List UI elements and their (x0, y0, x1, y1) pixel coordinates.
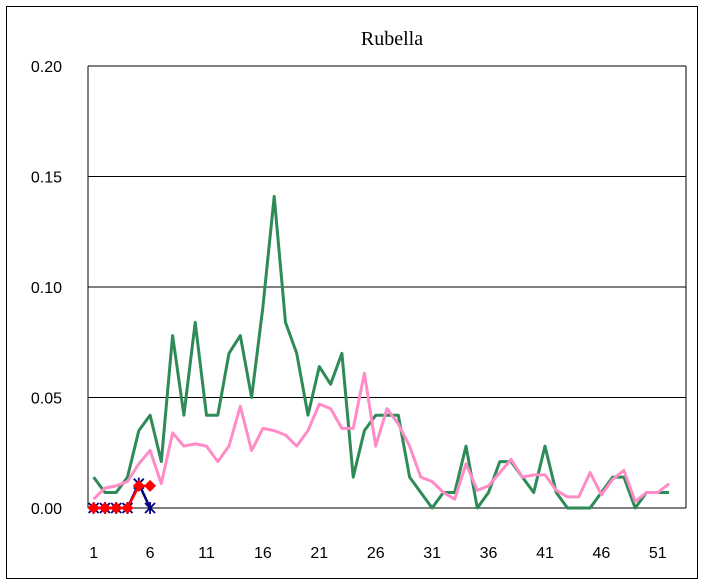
x-tick-label: 11 (198, 545, 215, 562)
x-tick-label: 41 (536, 545, 554, 562)
y-tick-label: 0.10 (31, 280, 62, 297)
gridlines (88, 65, 686, 509)
x-tick-label: 16 (254, 545, 272, 562)
chart-title: Rubella (361, 28, 423, 50)
data-point (144, 479, 157, 492)
y-tick-labels: 0.00 0.05 0.10 0.15 0.20 (31, 59, 62, 518)
axes (87, 66, 687, 508)
y-tick-label: 0.20 (31, 59, 62, 76)
x-tick-label: 36 (480, 545, 498, 562)
series-line (92, 371, 671, 503)
data-point (110, 502, 123, 514)
y-tick-label: 0.00 (31, 501, 62, 518)
x-tick-label: 31 (423, 545, 441, 562)
x-tick-label: 46 (592, 545, 610, 562)
x-tick-label: 26 (367, 545, 385, 562)
series-line (92, 194, 670, 510)
data-point (87, 502, 100, 514)
data-point (121, 502, 134, 514)
x-tick-label: 6 (146, 545, 155, 562)
data-point (98, 502, 111, 514)
y-tick-label: 0.05 (31, 391, 62, 408)
series-layer (87, 194, 671, 514)
x-tick-label: 1 (89, 545, 98, 562)
data-point (144, 502, 156, 514)
data-point (132, 479, 145, 492)
x-tick-label: 21 (310, 545, 328, 562)
y-tick-label: 0.15 (31, 170, 62, 187)
x-tick-label: 51 (649, 545, 667, 562)
x-tick-labels: 1 6 11 16 21 26 31 36 41 46 51 (89, 545, 667, 562)
